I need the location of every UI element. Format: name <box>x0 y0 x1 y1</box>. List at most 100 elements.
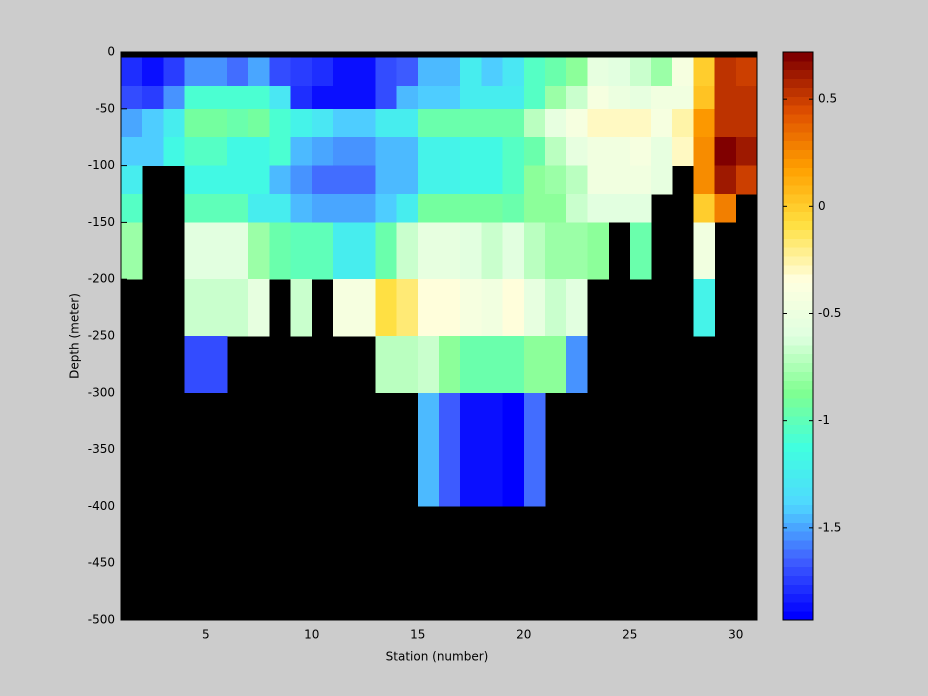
heatmap-cell <box>269 137 291 166</box>
heatmap-cell <box>502 279 525 337</box>
heatmap-cell <box>693 279 715 337</box>
heatmap-cell <box>523 165 546 195</box>
heatmap-cell <box>163 57 185 87</box>
heatmap-cell <box>396 108 419 138</box>
heatmap-cell <box>248 137 270 166</box>
heatmap-cell <box>502 108 525 138</box>
heatmap-cell <box>460 108 482 138</box>
heatmap-cell <box>417 222 440 280</box>
heatmap-cell <box>460 194 482 223</box>
heatmap-cell <box>375 279 397 337</box>
heatmap-cell <box>227 222 249 280</box>
heatmap-cell <box>205 137 228 166</box>
heatmap-cell <box>439 279 461 337</box>
heatmap-cell <box>142 108 164 138</box>
heatmap-cell <box>333 86 355 110</box>
heatmap-cell <box>714 165 737 195</box>
colorbar-swatch <box>783 256 813 266</box>
heatmap-cell <box>396 165 419 195</box>
heatmap-cell <box>269 86 291 110</box>
heatmap-cell <box>439 336 461 394</box>
heatmap-cell <box>184 108 207 138</box>
heatmap-cell <box>184 194 207 223</box>
y-tick-label: -400 <box>88 499 115 513</box>
colorbar-swatch <box>783 52 813 62</box>
colorbar-swatch <box>783 69 813 80</box>
heatmap-cell <box>184 86 207 110</box>
heatmap-cell <box>481 279 503 337</box>
heatmap-cell <box>481 57 503 87</box>
colorbar-swatch <box>783 540 813 550</box>
heatmap-cell <box>354 57 376 87</box>
heatmap-cell <box>121 222 143 280</box>
colorbar-swatch <box>783 291 813 301</box>
heatmap-cell <box>439 222 461 280</box>
heatmap-cell <box>290 57 313 87</box>
heatmap-cell <box>481 222 503 280</box>
heatmap-cell <box>205 279 228 337</box>
colorbar-swatch <box>783 114 813 124</box>
colorbar-tick-label: -1.5 <box>818 520 841 534</box>
heatmap-cell <box>566 165 588 195</box>
heatmap-cell <box>566 57 588 87</box>
heatmap-cell <box>163 86 185 110</box>
heatmap-cell <box>523 279 546 337</box>
heatmap-cell <box>248 165 270 195</box>
colorbar-swatch <box>783 407 813 417</box>
heatmap-cell <box>311 86 334 110</box>
heatmap-cell <box>396 86 419 110</box>
heatmap-cell <box>269 57 291 87</box>
colorbar-frame <box>782 51 814 621</box>
heatmap-cell <box>205 108 228 138</box>
heatmap-cell <box>587 222 609 280</box>
heatmap-cell <box>502 194 525 223</box>
heatmap-cell <box>502 336 525 394</box>
x-tick-label: 20 <box>516 628 531 642</box>
heatmap-cell <box>481 137 503 166</box>
colorbar-swatch <box>783 194 813 204</box>
heatmap-cell <box>417 108 440 138</box>
heatmap-cell <box>290 165 313 195</box>
colorbar-swatch <box>783 140 813 151</box>
heatmap-cell <box>523 57 546 87</box>
heatmap-cell <box>502 57 525 87</box>
x-tick-label: 15 <box>410 628 425 642</box>
colorbar-swatch <box>783 380 813 390</box>
heatmap-cell <box>417 137 440 166</box>
heatmap-cell <box>439 165 461 195</box>
colorbar-swatch <box>783 176 813 186</box>
colorbar-swatch <box>783 336 813 346</box>
y-axis-label: Depth (meter) <box>68 293 82 379</box>
heatmap-cell <box>629 86 652 110</box>
heatmap-cell <box>672 137 694 166</box>
heatmap-cell <box>566 279 588 337</box>
heatmap-cell <box>142 86 164 110</box>
colorbar-swatch <box>783 273 813 284</box>
heatmap-cell <box>121 165 143 195</box>
heatmap-cell <box>714 57 737 87</box>
heatmap-cell <box>523 194 546 223</box>
heatmap-cell <box>417 86 440 110</box>
heatmap-cell <box>396 336 419 394</box>
heatmap-cell <box>163 137 185 166</box>
colorbar-swatch <box>783 158 813 168</box>
heatmap-cell <box>735 137 758 166</box>
heatmap-cell <box>545 57 567 87</box>
heatmap-cell <box>481 165 503 195</box>
colorbar-swatch <box>783 398 813 408</box>
heatmap-cell <box>396 194 419 223</box>
colorbar-swatch <box>783 504 813 514</box>
heatmap-cell <box>205 336 228 394</box>
y-tick-label: -50 <box>95 101 115 115</box>
heatmap-cell <box>693 108 715 138</box>
heatmap-cell <box>714 108 737 138</box>
colorbar-swatch <box>783 123 813 133</box>
heatmap-cell <box>121 57 143 87</box>
heatmap-cell <box>396 279 419 337</box>
colorbar-swatch <box>783 486 813 497</box>
heatmap-cell <box>417 194 440 223</box>
heatmap-cell <box>481 194 503 223</box>
colorbar-swatch <box>783 557 813 568</box>
heatmap-cell <box>354 279 376 337</box>
heatmap-cell <box>735 86 758 110</box>
